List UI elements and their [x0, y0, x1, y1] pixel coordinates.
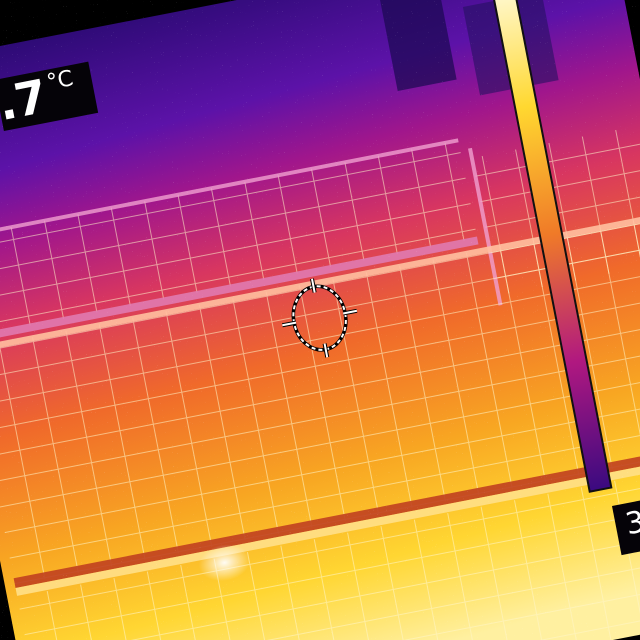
spot-temperature-value: .7 — [0, 68, 51, 132]
crosshair-reticle-icon — [281, 278, 358, 358]
color-scale-bar — [489, 0, 613, 493]
temperature-unit: °C — [44, 66, 76, 96]
